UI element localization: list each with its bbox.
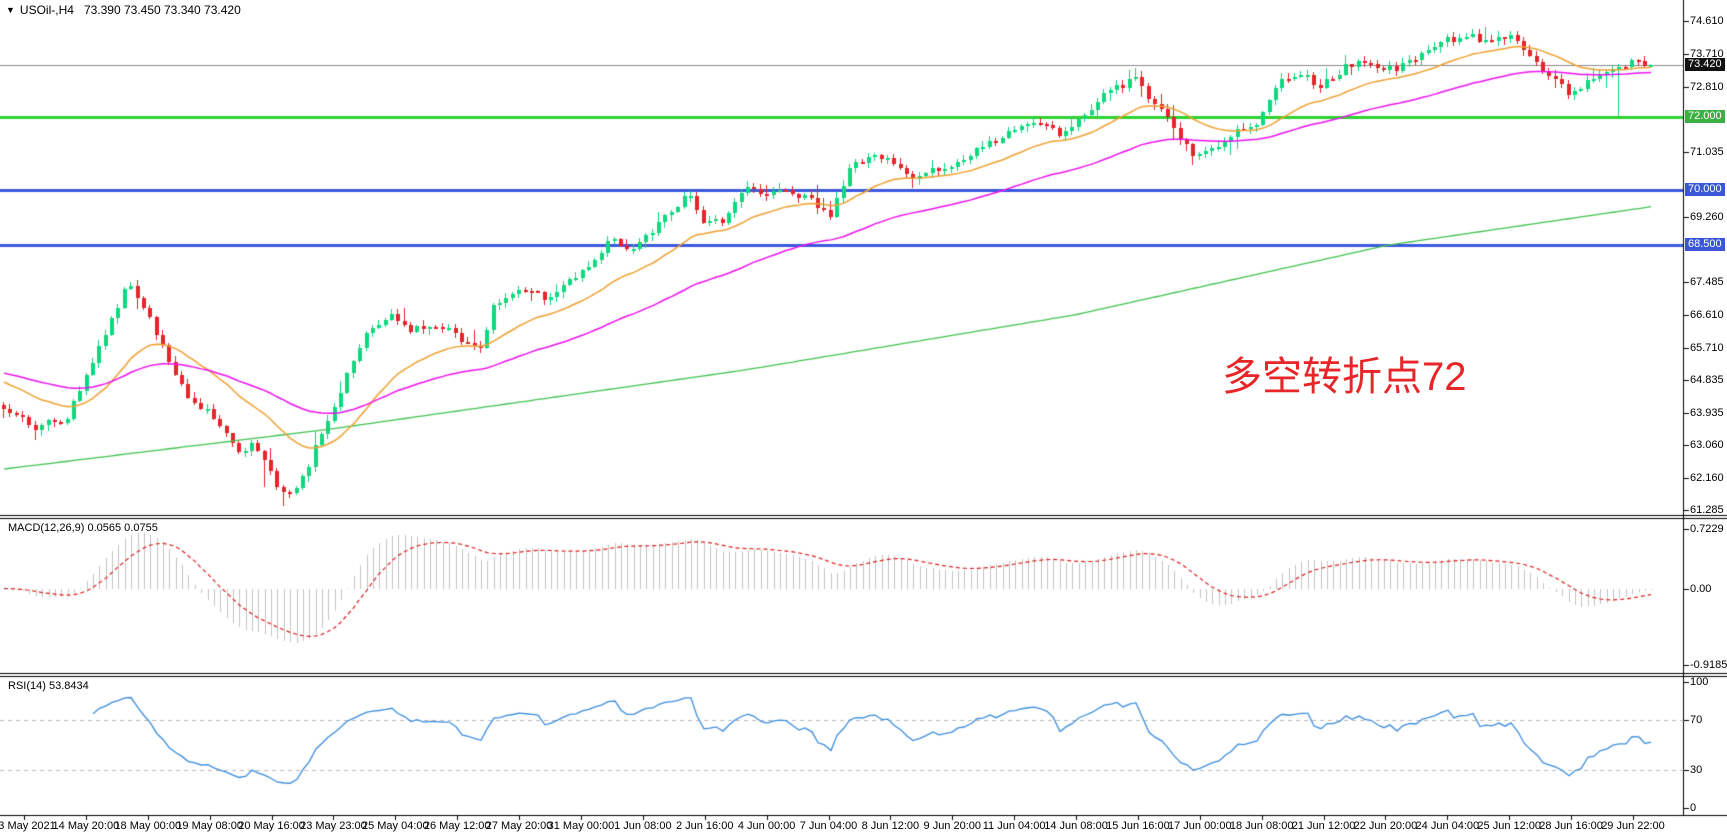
chart-canvas[interactable] bbox=[0, 0, 1727, 835]
trading-chart-window: ▼ USOil-,H4 73.390 73.450 73.340 73.420 MA… bbox=[0, 0, 1727, 835]
